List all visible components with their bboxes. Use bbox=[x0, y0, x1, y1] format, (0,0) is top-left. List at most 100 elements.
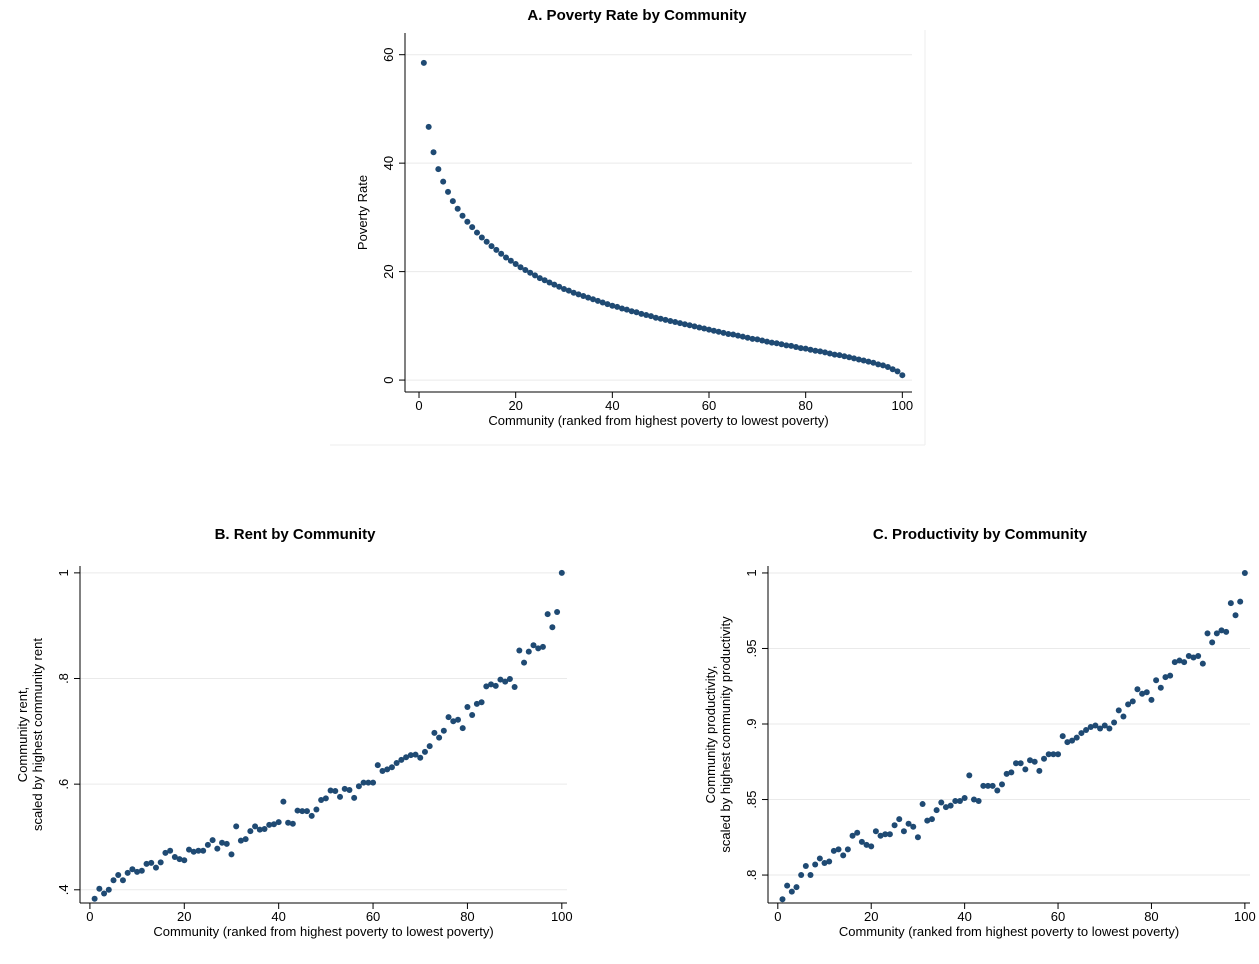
point bbox=[961, 795, 968, 802]
point bbox=[237, 837, 244, 844]
point bbox=[1050, 751, 1057, 758]
point bbox=[214, 845, 221, 852]
point bbox=[1115, 707, 1122, 714]
point bbox=[532, 272, 539, 279]
point bbox=[768, 339, 775, 346]
point bbox=[493, 246, 500, 253]
point bbox=[773, 340, 780, 347]
point bbox=[1171, 659, 1178, 666]
point bbox=[398, 756, 405, 763]
point bbox=[195, 847, 202, 854]
point bbox=[511, 683, 518, 690]
y-tick-label: .8 bbox=[744, 870, 759, 881]
point bbox=[247, 828, 254, 835]
point bbox=[984, 782, 991, 789]
point bbox=[1209, 639, 1216, 646]
point bbox=[970, 796, 977, 803]
point bbox=[536, 275, 543, 282]
point bbox=[440, 178, 447, 185]
point bbox=[739, 333, 746, 340]
point bbox=[1111, 719, 1118, 726]
point bbox=[1022, 766, 1029, 773]
point bbox=[430, 149, 437, 156]
point bbox=[459, 212, 466, 219]
point bbox=[506, 676, 513, 683]
point bbox=[393, 760, 400, 767]
y-axis-label: scaled by highest community productivity bbox=[718, 616, 733, 853]
point bbox=[516, 647, 523, 654]
point bbox=[638, 310, 645, 317]
point bbox=[351, 794, 358, 801]
point bbox=[318, 796, 325, 803]
point bbox=[844, 846, 851, 853]
point bbox=[1106, 725, 1113, 732]
point bbox=[677, 320, 684, 327]
point bbox=[421, 748, 428, 755]
point bbox=[561, 285, 568, 292]
y-tick-label: .8 bbox=[56, 673, 71, 684]
x-tick-label: 100 bbox=[551, 909, 573, 924]
point bbox=[778, 341, 785, 348]
point bbox=[539, 643, 546, 650]
point bbox=[784, 882, 791, 889]
point bbox=[454, 205, 461, 212]
point bbox=[604, 301, 611, 308]
point bbox=[546, 279, 553, 286]
point bbox=[914, 834, 921, 841]
point bbox=[1083, 727, 1090, 734]
point bbox=[341, 785, 348, 792]
point bbox=[1003, 770, 1010, 777]
point bbox=[327, 787, 334, 794]
point bbox=[1218, 627, 1225, 634]
point bbox=[1237, 598, 1244, 605]
point bbox=[821, 859, 828, 866]
x-axis-label: Community (ranked from highest poverty t… bbox=[488, 413, 828, 428]
point bbox=[275, 819, 282, 826]
point bbox=[322, 795, 329, 802]
point bbox=[105, 886, 112, 893]
point bbox=[1190, 654, 1197, 661]
point bbox=[450, 718, 457, 725]
point bbox=[303, 808, 310, 815]
point bbox=[1059, 733, 1066, 740]
point bbox=[807, 346, 814, 353]
point bbox=[148, 859, 155, 866]
point bbox=[599, 299, 606, 306]
point bbox=[483, 238, 490, 245]
point bbox=[667, 317, 674, 324]
point bbox=[384, 766, 391, 773]
point bbox=[370, 779, 377, 786]
point bbox=[464, 704, 471, 711]
point bbox=[614, 303, 621, 310]
point bbox=[701, 325, 708, 332]
point bbox=[594, 297, 601, 304]
point bbox=[1055, 751, 1062, 758]
point bbox=[1143, 689, 1150, 696]
x-tick-label: 0 bbox=[774, 909, 781, 924]
point bbox=[1008, 769, 1015, 776]
x-axis-label: Community (ranked from highest poverty t… bbox=[153, 924, 493, 939]
point bbox=[686, 322, 693, 329]
point bbox=[1167, 672, 1174, 679]
point bbox=[841, 353, 848, 360]
point bbox=[854, 829, 861, 836]
point bbox=[870, 359, 877, 366]
point bbox=[209, 837, 216, 844]
point bbox=[473, 700, 480, 707]
point bbox=[436, 734, 443, 741]
y-axis-label: Poverty Rate bbox=[355, 175, 370, 250]
point bbox=[877, 832, 884, 839]
x-tick-label: 40 bbox=[957, 909, 971, 924]
x-tick-label: 20 bbox=[508, 398, 522, 413]
point bbox=[525, 648, 532, 655]
point bbox=[478, 699, 485, 706]
x-tick-label: 0 bbox=[86, 909, 93, 924]
point bbox=[478, 234, 485, 241]
point bbox=[1162, 674, 1169, 681]
point bbox=[590, 296, 597, 303]
point bbox=[880, 362, 887, 369]
y-tick-label: .6 bbox=[56, 779, 71, 790]
point bbox=[836, 352, 843, 359]
x-axis-label: Community (ranked from highest poverty t… bbox=[839, 924, 1179, 939]
point bbox=[551, 281, 558, 288]
